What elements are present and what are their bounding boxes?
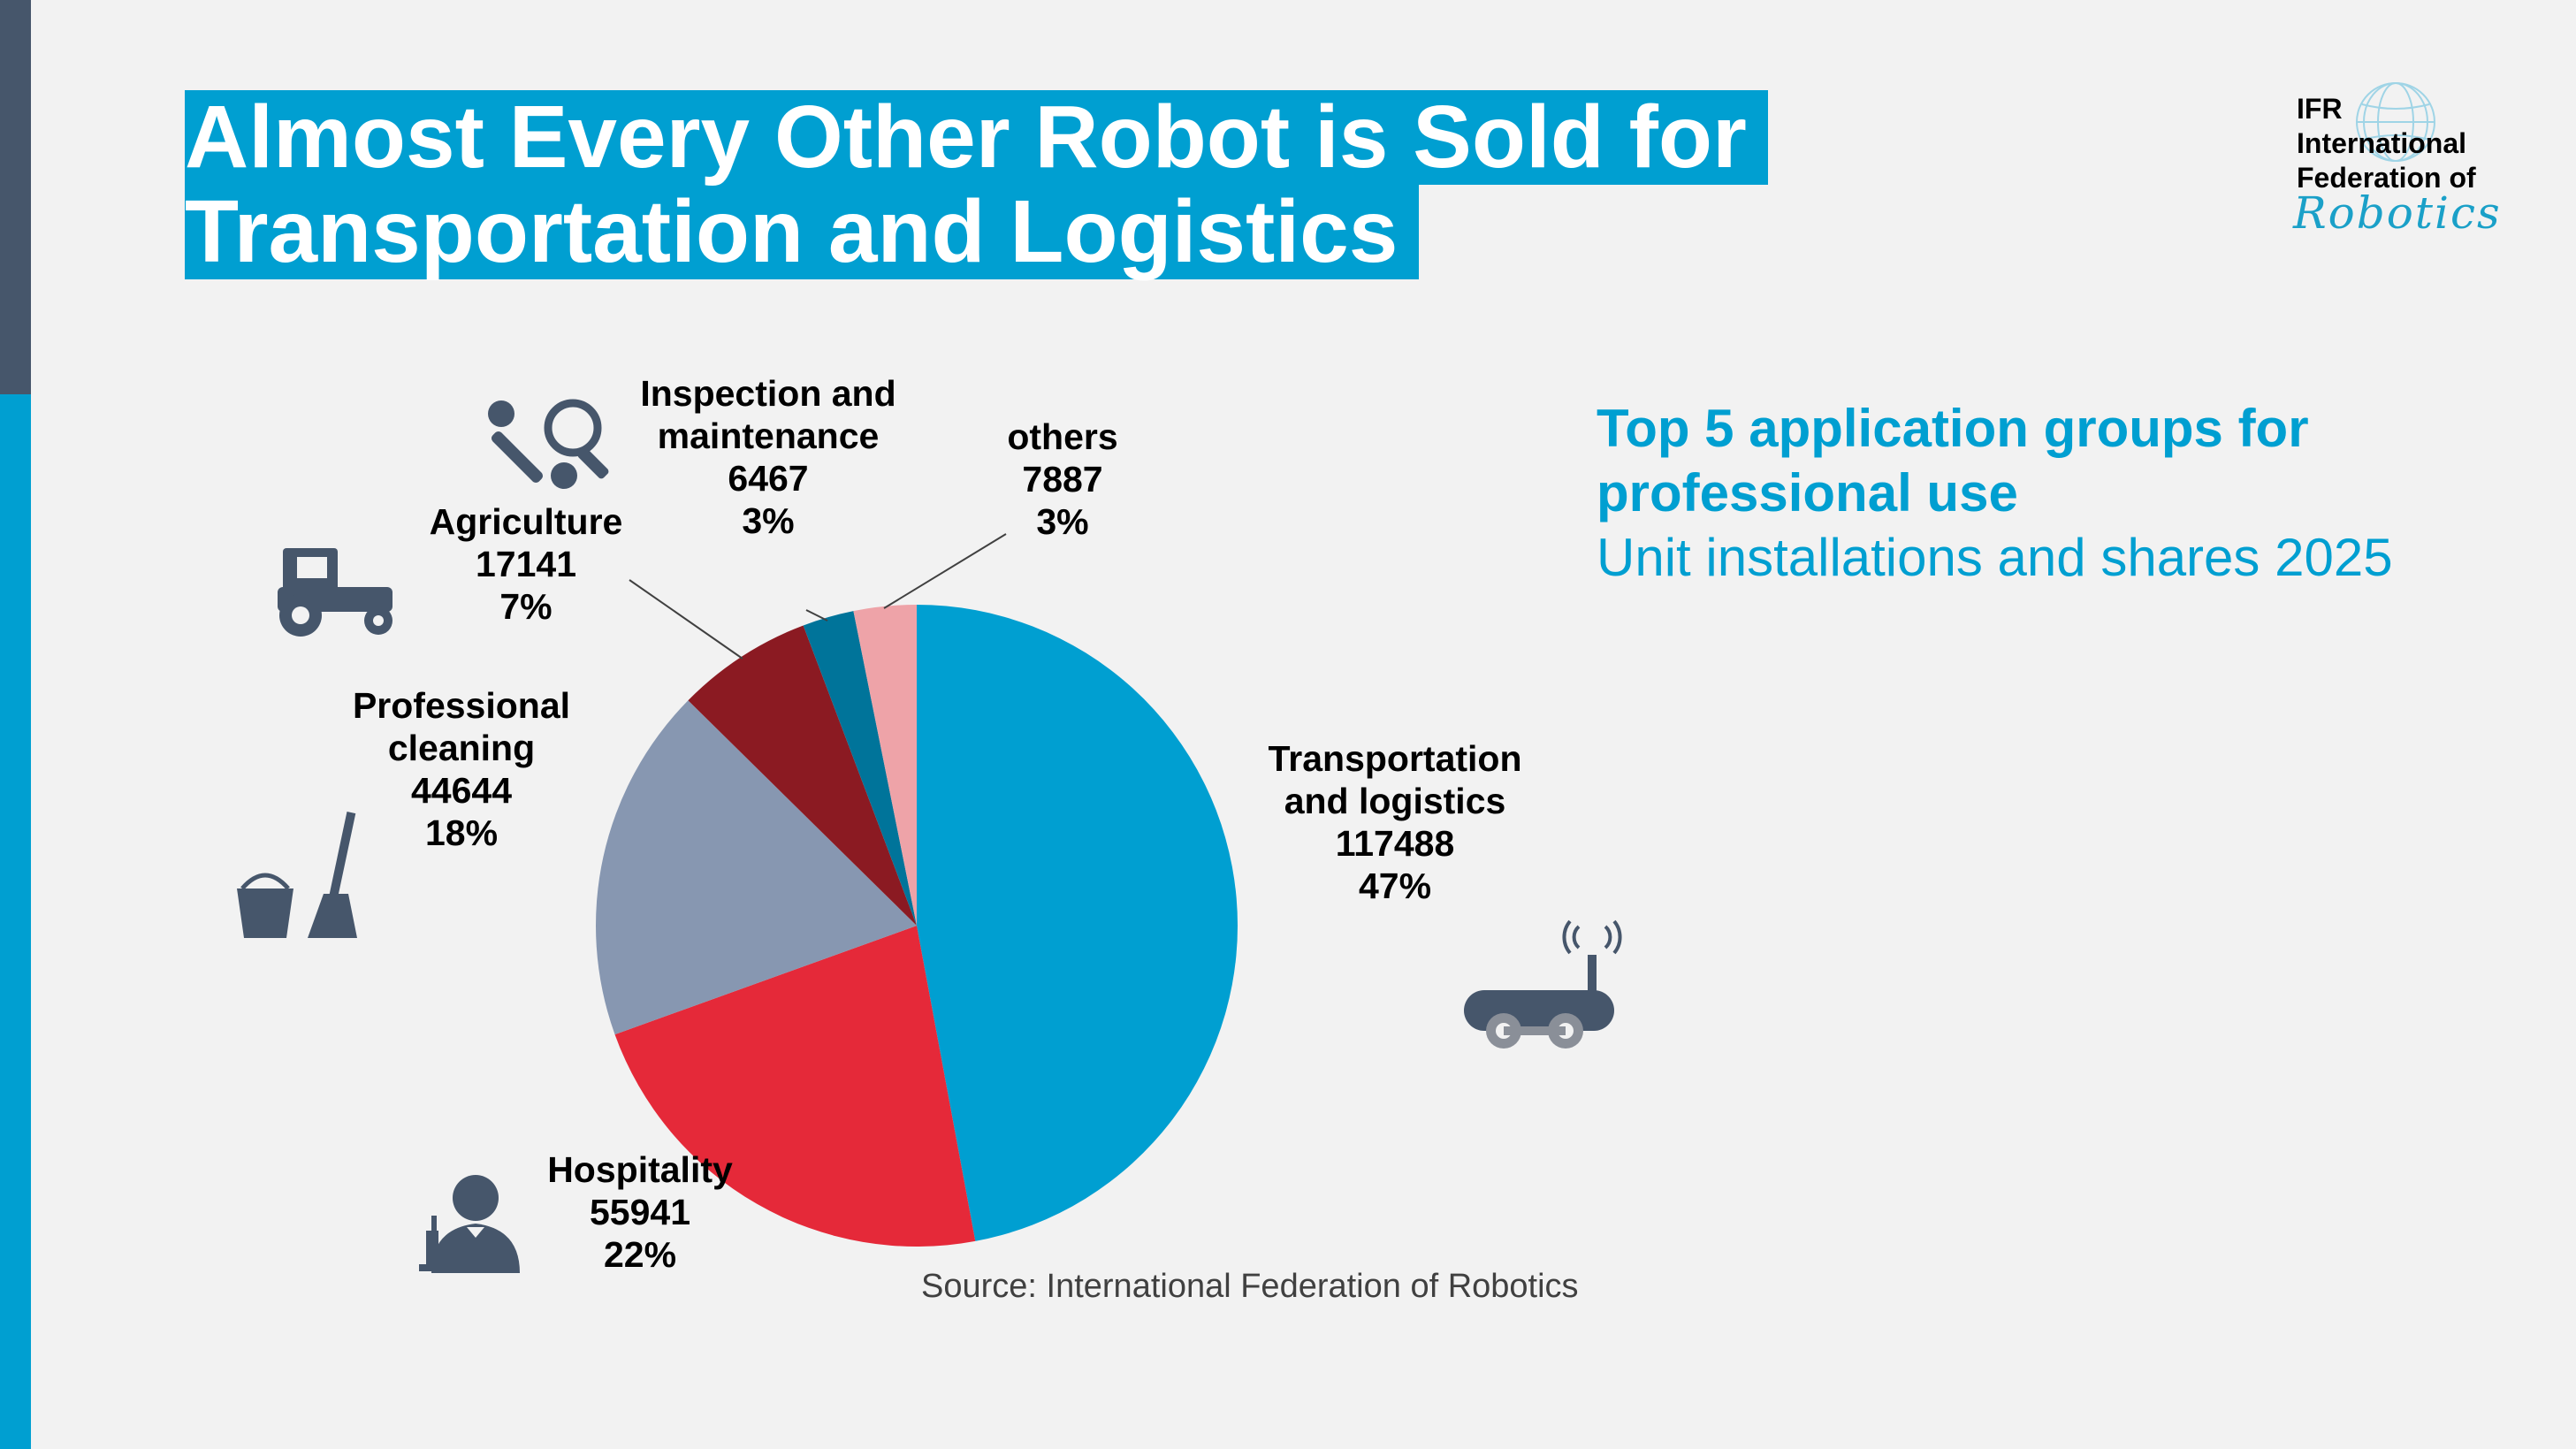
wrench-magnifier-icon (488, 399, 609, 489)
delivery-robot-icon (1464, 919, 1622, 1049)
title-line-1: Almost Every Other Robot is Sold for (185, 90, 1768, 185)
slice-label: Inspection and maintenance 6467 3% (640, 373, 896, 541)
logo-line-3: Federation of (2297, 162, 2476, 194)
slice-label: Agriculture 17141 7% (430, 501, 623, 627)
slice-label-line: and logistics (1284, 781, 1506, 821)
slice-label-line: 22% (604, 1234, 676, 1275)
slice-label: Hospitality 55941 22% (547, 1149, 733, 1275)
slice-label-line: cleaning (388, 728, 535, 768)
slice-label-line: Professional (353, 685, 570, 726)
leader-line (883, 533, 1007, 609)
pie-slice (688, 625, 917, 926)
slice-label-line: 18% (425, 812, 498, 853)
slice-label-line: 17141 (476, 544, 576, 584)
slice-label-line: 55941 (590, 1192, 690, 1232)
slice-label: others 7887 3% (1007, 416, 1117, 542)
logo-line-1: IFR (2297, 93, 2343, 125)
pie-slice (917, 605, 1238, 1241)
pie-slice (803, 611, 917, 926)
pie-slice (596, 700, 917, 1035)
title-line-2: Transportation and Logistics (185, 185, 1420, 279)
pie-slice (853, 605, 917, 926)
slice-label-line: others (1007, 416, 1117, 457)
slice-label-line: 7% (499, 586, 552, 627)
slice-label-line: 47% (1359, 866, 1431, 906)
sidebar-accent-dark (0, 0, 31, 394)
tractor-icon (278, 548, 392, 637)
leader-line (629, 579, 743, 660)
subtitle-bold-line-2: professional use (1597, 463, 2018, 522)
slice-label-line: 3% (742, 500, 794, 541)
slice-label: Professional cleaning 44644 18% (353, 685, 570, 853)
waiter-icon (419, 1175, 520, 1273)
slice-label-line: 117488 (1336, 823, 1455, 864)
slice-label-line: Agriculture (430, 501, 623, 542)
slice-label-line: Transportation (1268, 738, 1521, 779)
logo-script-robotics: Robotics (2293, 187, 2502, 239)
slice-label-line: Inspection and (640, 373, 896, 414)
globe-logo-icon (2356, 82, 2435, 162)
chart-subtitle: Top 5 application groups for professiona… (1597, 396, 2393, 590)
ifr-logo-text: IFR International Federation of (2297, 92, 2476, 195)
source-note: Source: International Federation of Robo… (921, 1268, 1579, 1305)
pie-slice (614, 926, 976, 1247)
subtitle-bold-line-1: Top 5 application groups for (1597, 399, 2309, 458)
slice-label-line: 7887 (1022, 459, 1102, 500)
slice-label-line: 6467 (728, 458, 808, 499)
slice-label: Transportation and logistics 117488 47% (1268, 738, 1521, 906)
slice-label-line: maintenance (658, 416, 880, 456)
slice-label-line: Hospitality (547, 1149, 733, 1190)
slice-label-line: 3% (1036, 501, 1088, 542)
slice-label-line: 44644 (411, 770, 512, 811)
bucket-mop-icon (237, 812, 357, 938)
logo-line-2: International (2297, 127, 2467, 159)
subtitle-normal-line: Unit installations and shares 2025 (1597, 528, 2393, 587)
leader-line (805, 609, 828, 622)
sidebar-accent-blue (0, 394, 31, 1449)
page-title: Almost Every Other Robot is Sold for Tra… (185, 90, 1768, 279)
